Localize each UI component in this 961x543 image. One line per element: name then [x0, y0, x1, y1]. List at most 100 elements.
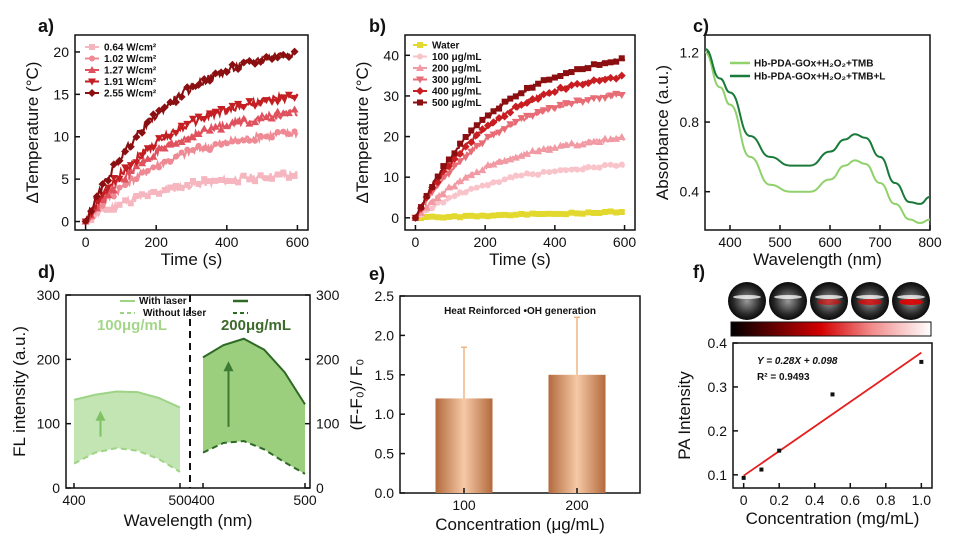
bar — [435, 398, 493, 493]
data-marker — [234, 117, 243, 125]
data-marker — [149, 152, 158, 160]
data-marker — [171, 129, 180, 137]
data-marker — [144, 167, 151, 174]
data-marker — [540, 168, 547, 175]
data-marker — [518, 90, 525, 97]
data-marker — [251, 118, 260, 126]
data-marker — [551, 74, 558, 81]
data-marker — [267, 114, 276, 122]
data-marker — [545, 88, 554, 97]
data-marker — [590, 61, 597, 68]
data-marker — [121, 147, 130, 156]
y-tick-label: 30 — [383, 88, 399, 104]
chart-title: Heat Reinforced •OH generation — [444, 306, 596, 317]
y-axis-label: PA Intensity — [675, 371, 694, 460]
data-marker — [506, 121, 515, 129]
data-marker — [240, 137, 247, 144]
x-tick-label: 600 — [286, 234, 310, 250]
data-marker — [578, 140, 587, 148]
data-marker — [534, 147, 543, 155]
data-marker — [456, 158, 465, 166]
y-tick-label: 0.2 — [708, 423, 728, 439]
data-marker — [150, 188, 157, 195]
x-tick-label: 0.8 — [876, 492, 896, 508]
data-marker — [183, 135, 192, 143]
series-a-1: 1.02 W/cm² — [82, 54, 299, 225]
data-marker — [109, 160, 118, 169]
legend-entry: With laser — [139, 296, 187, 307]
data-marker — [172, 183, 179, 190]
data-marker — [127, 200, 134, 207]
bar-200: 200 — [548, 316, 606, 513]
data-marker — [139, 191, 146, 198]
data-marker — [462, 212, 469, 219]
pa-image-strip — [728, 282, 932, 337]
data-marker — [596, 61, 603, 68]
data-marker — [440, 163, 447, 170]
data-marker — [472, 168, 481, 176]
data-marker — [451, 150, 458, 157]
data-marker — [500, 112, 509, 121]
data-marker — [490, 179, 497, 186]
data-marker — [423, 192, 430, 199]
data-marker — [451, 213, 458, 220]
x-tick-label: 0.4 — [805, 492, 825, 508]
x-tick-label: 600 — [818, 234, 842, 250]
pa-highlight — [856, 295, 884, 299]
data-marker — [444, 183, 453, 191]
y-tick-label: 2.0 — [375, 327, 395, 343]
data-marker — [512, 93, 519, 100]
data-marker — [595, 76, 604, 85]
y-axis-label: (F-F₀)/ F₀ — [347, 359, 366, 431]
data-marker — [126, 142, 135, 151]
x-tick-label: 500 — [768, 234, 792, 250]
data-marker — [529, 171, 536, 178]
x-axis-label: Wavelength (nm) — [124, 511, 253, 530]
data-marker — [200, 75, 209, 84]
series-line — [84, 91, 299, 222]
data-marker — [155, 144, 164, 152]
data-marker — [285, 174, 292, 181]
data-marker — [613, 209, 620, 216]
data-marker — [612, 74, 621, 83]
x-tick-label: 200 — [145, 234, 169, 250]
data-marker — [457, 189, 464, 196]
data-marker — [556, 83, 565, 92]
data-marker — [149, 110, 158, 119]
data-marker — [195, 180, 202, 187]
data-marker — [467, 148, 476, 156]
data-marker — [602, 208, 609, 215]
data-marker — [501, 211, 508, 218]
plot-frame-c — [704, 34, 931, 231]
data-marker — [589, 76, 598, 85]
data-marker — [280, 128, 287, 135]
data-marker — [596, 164, 603, 171]
x-tick-label: 500 — [293, 492, 317, 508]
data-marker — [217, 106, 226, 114]
data-marker — [99, 202, 106, 209]
data-marker — [578, 80, 587, 89]
data-marker — [568, 69, 575, 76]
data-marker — [568, 209, 575, 216]
data-marker — [506, 108, 515, 117]
data-marker — [595, 138, 604, 146]
y-tick-label: 100 — [37, 416, 61, 432]
data-marker — [279, 94, 288, 102]
data-marker — [105, 206, 112, 213]
data-marker — [167, 158, 174, 165]
data-marker — [539, 107, 548, 115]
plot-frame-e — [399, 295, 641, 494]
data-marker — [290, 94, 299, 102]
data-marker — [551, 210, 558, 217]
without-laser-line — [202, 440, 306, 475]
data-marker — [461, 173, 470, 181]
legend-entry: Without laser — [143, 308, 206, 319]
data-marker — [167, 184, 174, 191]
data-marker — [434, 173, 441, 180]
data-marker — [274, 171, 281, 178]
x-tick-label: 200 — [565, 497, 589, 513]
data-marker — [262, 113, 271, 121]
data-marker — [518, 210, 525, 217]
series-c-0: Hb-PDA-GOx+H₂O₂+TMB — [704, 51, 931, 225]
